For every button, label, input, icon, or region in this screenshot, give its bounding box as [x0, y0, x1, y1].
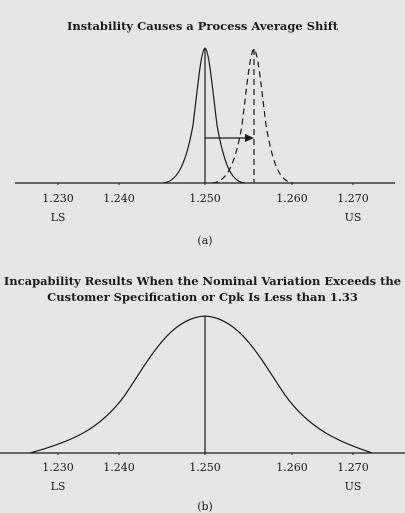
panel-a-tick-label-1250: 1.250	[189, 192, 221, 205]
panel-b-upper-spec-label: US	[344, 480, 362, 493]
panel-b-caption: (b)	[197, 500, 213, 513]
panel-a-tick-label-1270: 1.270	[337, 192, 369, 205]
panel-a-tick-label-1240: 1.240	[103, 192, 135, 205]
panel-b-title: Incapability Results When the Nominal Va…	[0, 273, 405, 305]
panel-a-shifted-distribution	[211, 48, 295, 184]
panel-a-shift-arrowhead	[245, 134, 254, 142]
panel-b-title-line-1: Incapability Results When the Nominal Va…	[3, 274, 402, 288]
panel-a-upper-spec-label: US	[344, 211, 362, 224]
panel-a-caption: (a)	[197, 234, 213, 247]
panel-b-tick-label-1230: 1.230	[42, 461, 74, 474]
panel-b-lower-spec-label: LS	[50, 480, 66, 493]
panel-b-tick-label-1240: 1.240	[103, 461, 135, 474]
panel-a-tick-label-1260: 1.260	[276, 192, 308, 205]
panel-b-tick-label-1260: 1.260	[276, 461, 308, 474]
panel-b-diagram	[0, 315, 405, 455]
panel-b-tick-label-1250: 1.250	[189, 461, 221, 474]
panel-a-diagram	[15, 47, 395, 185]
panel-a-title: Instability Causes a Process Average Shi…	[66, 19, 339, 33]
panel-b-title-line-2: Customer Specification or Cpk Is Less th…	[47, 290, 358, 304]
panel-b-tick-label-1270: 1.270	[337, 461, 369, 474]
panel-b-process-distribution	[29, 315, 373, 454]
panel-a-tick-label-1230: 1.230	[42, 192, 74, 205]
panel-a-lower-spec-label: LS	[50, 211, 66, 224]
